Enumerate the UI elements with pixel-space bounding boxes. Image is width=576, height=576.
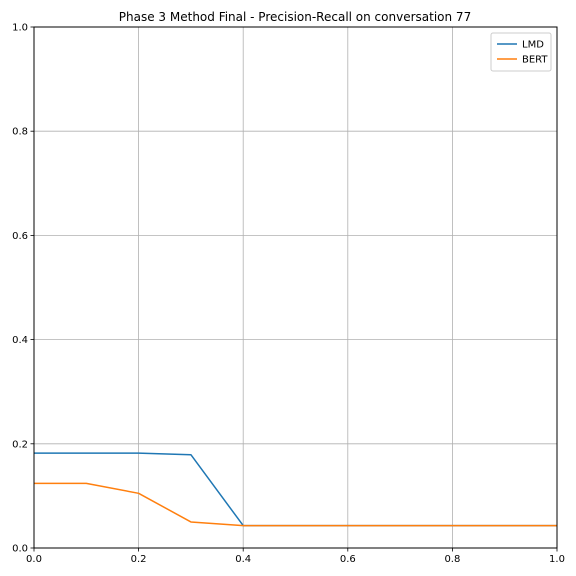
legend-label-lmd: LMD: [522, 40, 544, 51]
y-tick-label: 0.8: [12, 127, 28, 138]
y-tick-label: 0.4: [12, 335, 28, 346]
plot-frame: [33, 26, 558, 549]
legend: LMD BERT: [490, 32, 552, 72]
legend-label-bert: BERT: [522, 55, 548, 66]
chart-title: Phase 3 Method Final - Precision-Recall …: [119, 10, 471, 24]
legend-box: [490, 32, 552, 72]
x-tick-label: 0.4: [235, 554, 251, 565]
x-tick-label: 0.2: [131, 554, 147, 565]
axis-ticks: 0.0 0.2 0.4 0.6 0.8 1.0 0.0 0.2 0.4 0.6 0.8 1.0: [12, 23, 565, 566]
y-tick-label: 0.0: [12, 544, 28, 555]
x-tick-label: 1.0: [549, 554, 565, 565]
series-lines: [34, 452, 557, 527]
x-tick-label: 0.8: [444, 554, 460, 565]
y-tick-label: 1.0: [12, 23, 28, 34]
x-tick-label: 0.0: [26, 554, 42, 565]
y-tick-label: 0.2: [12, 439, 28, 450]
series-line-bert: [34, 482, 557, 527]
x-tick-label: 0.6: [340, 554, 356, 565]
y-tick-label: 0.6: [12, 231, 28, 242]
